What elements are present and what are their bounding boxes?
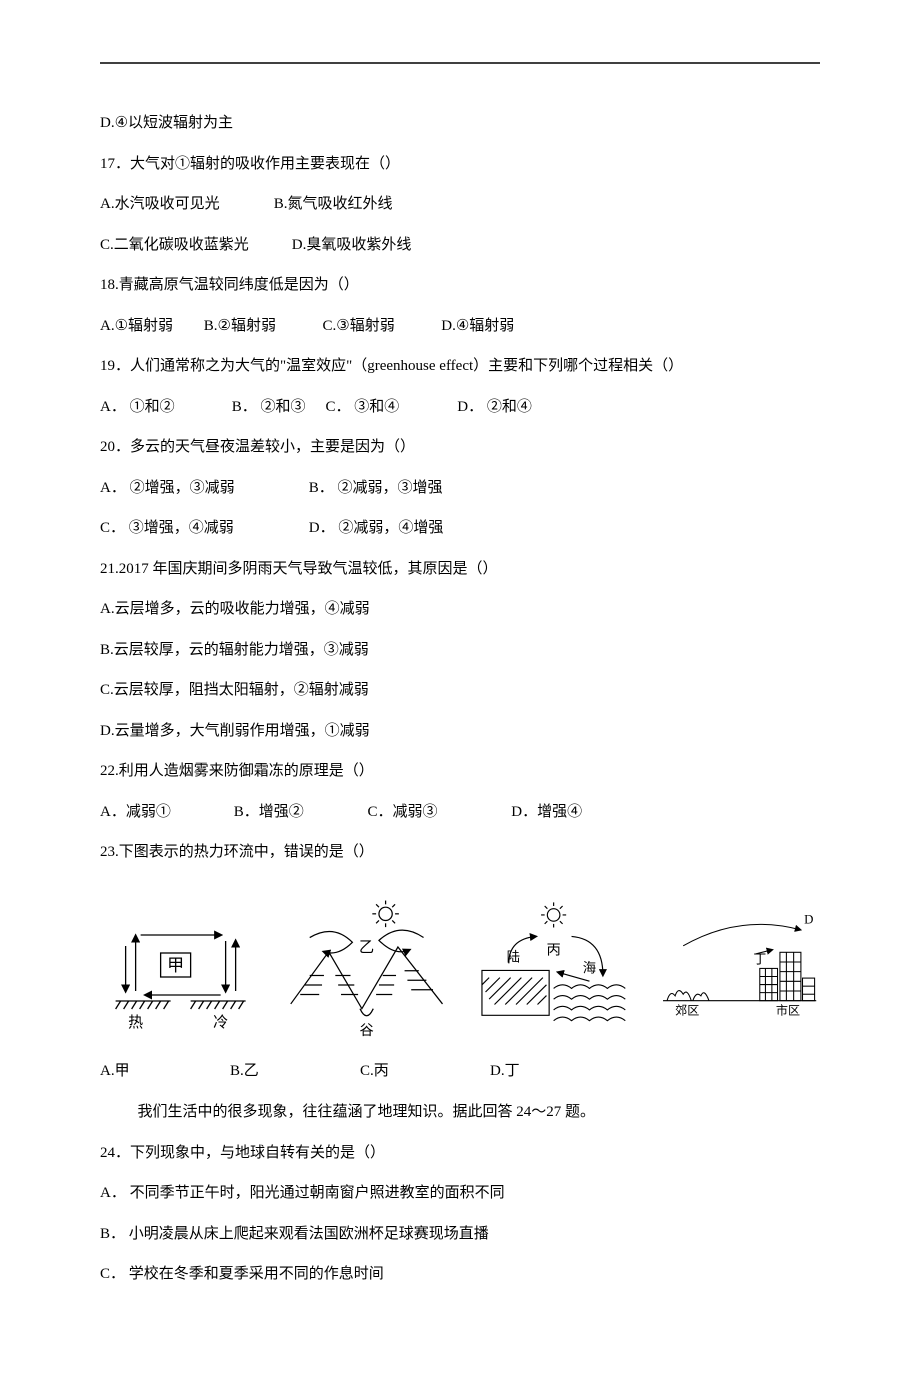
label-yi: 乙 (359, 938, 374, 955)
label-valley: 谷 (360, 1022, 374, 1039)
label-city: 市区 (776, 1002, 800, 1017)
label-ding: 丁 (753, 952, 766, 966)
q18-option-c: C.③辐射弱 (323, 319, 438, 334)
q23-stem: 23.下图表示的热力环流中，错误的是（） (100, 845, 820, 860)
q21-option-c: C.云层较厚，阻挡太阳辐射，②辐射减弱 (100, 683, 820, 698)
diagram-ding: D 丁 郊区 市区 (659, 891, 820, 1041)
label-hot: 热 (128, 1014, 143, 1031)
q17-options-row1: A.水汽吸收可见光 B.氮气吸收红外线 (100, 197, 820, 212)
label-d-letter: D (804, 912, 813, 926)
q17-stem: 17．大气对①辐射的吸收作用主要表现在（） (100, 157, 820, 172)
q23-option-a: A.甲 (100, 1059, 230, 1080)
q24-stem: 24．下列现象中，与地球自转有关的是（） (100, 1146, 820, 1161)
q19-option-c: C． ③和④ (326, 400, 454, 415)
page-content: D.④以短波辐射为主 17．大气对①辐射的吸收作用主要表现在（） A.水汽吸收可… (0, 0, 920, 1388)
q22-options: A．减弱① B．增强② C．减弱③ D．增强④ (100, 805, 820, 820)
diagram-yi: 乙 谷 (286, 891, 447, 1041)
q22-option-d: D．增强④ (511, 805, 582, 820)
label-sea: 海 (582, 960, 595, 975)
q17-options-row2: C.二氧化碳吸收蓝紫光 D.臭氧吸收紫外线 (100, 238, 820, 253)
q23-option-b: B.乙 (230, 1059, 360, 1080)
q22-option-b: B．增强② (234, 805, 364, 820)
q19-option-d: D． ②和④ (457, 400, 532, 415)
q22-stem: 22.利用人造烟雾来防御霜冻的原理是（） (100, 764, 820, 779)
q24-option-c: C． 学校在冬季和夏季采用不同的作息时间 (100, 1267, 820, 1282)
intro-24-27: 我们生活中的很多现象，往往蕴涵了地理知识。据此回答 24～27 题。 (100, 1105, 820, 1120)
header-rule (100, 62, 820, 64)
q21-stem: 21.2017 年国庆期间多阴雨天气导致气温较低，其原因是（） (100, 562, 820, 577)
q19-stem: 19．人们通常称之为大气的"温室效应"（greenhouse effect）主要… (100, 359, 820, 374)
q20-stem: 20．多云的天气昼夜温差较小，主要是因为（） (100, 440, 820, 455)
q21-option-a: A.云层增多，云的吸收能力增强，④减弱 (100, 602, 820, 617)
q23-option-d: D.丁 (490, 1059, 520, 1080)
q23-options: A.甲 B.乙 C.丙 D.丁 (100, 1059, 820, 1080)
diagram-bing: 陆 海 丙 (473, 891, 634, 1041)
label-suburb: 郊区 (675, 1003, 699, 1017)
q23-diagrams: 甲 热 冷 (100, 886, 820, 1041)
q20-options-row2: C． ③增强，④减弱 D． ②减弱，④增强 (100, 521, 820, 536)
diagram-jia: 甲 热 冷 (100, 891, 261, 1041)
q19-option-a: A． ①和② (100, 400, 228, 415)
q18-option-b: B.②辐射弱 (204, 319, 319, 334)
q20-option-c: C． ③增强，④减弱 (100, 521, 305, 536)
label-jia: 甲 (167, 956, 184, 975)
q21-option-b: B.云层较厚，云的辐射能力增强，③减弱 (100, 643, 820, 658)
q19-options: A． ①和② B． ②和③ C． ③和④ D． ②和④ (100, 400, 820, 415)
q21-option-d: D.云量增多，大气削弱作用增强，①减弱 (100, 724, 820, 739)
label-land: 陆 (506, 949, 519, 964)
q19-option-b: B． ②和③ (232, 400, 322, 415)
q17-option-a: A.水汽吸收可见光 (100, 197, 270, 212)
label-bing: 丙 (546, 942, 560, 958)
q22-option-a: A．减弱① (100, 805, 230, 820)
q18-options: A.①辐射弱 B.②辐射弱 C.③辐射弱 D.④辐射弱 (100, 319, 820, 334)
q20-option-a: A． ②增强，③减弱 (100, 481, 305, 496)
q23-option-c: C.丙 (360, 1059, 490, 1080)
q17-option-c: C.二氧化碳吸收蓝紫光 (100, 238, 288, 253)
q20-option-d: D． ②减弱，④增强 (309, 521, 444, 536)
label-cold: 冷 (213, 1014, 228, 1031)
q17-option-b: B.氮气吸收红外线 (274, 197, 393, 212)
q20-option-b: B． ②减弱，③增强 (309, 481, 443, 496)
q17-option-d: D.臭氧吸收紫外线 (292, 238, 412, 253)
q18-stem: 18.青藏高原气温较同纬度低是因为（） (100, 278, 820, 293)
q24-option-b: B． 小明凌晨从床上爬起来观看法国欧洲杯足球赛现场直播 (100, 1227, 820, 1242)
q24-option-a: A． 不同季节正午时，阳光通过朝南窗户照进教室的面积不同 (100, 1186, 820, 1201)
q20-options-row1: A． ②增强，③减弱 B． ②减弱，③增强 (100, 481, 820, 496)
q18-option-d: D.④辐射弱 (441, 319, 514, 334)
q18-option-a: A.①辐射弱 (100, 319, 200, 334)
q22-option-c: C．减弱③ (368, 805, 508, 820)
q16-option-d: D.④以短波辐射为主 (100, 116, 820, 131)
